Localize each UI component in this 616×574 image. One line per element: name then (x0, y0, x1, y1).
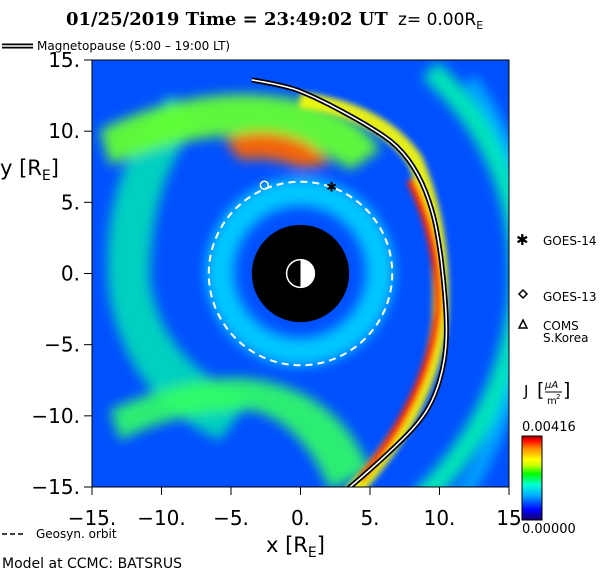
colorbar-min-label: 0.00000 (522, 522, 576, 537)
satellite-markers: ✱ (259, 180, 337, 196)
goes14-legend-label: GOES-14 (543, 234, 597, 248)
z-label-text: z= 0.00R (398, 10, 476, 30)
heatmap-band-dusk-outer (417, 61, 509, 487)
coms-legend-label-2: S.Korea (543, 331, 588, 345)
x-tick-label: 0. (291, 506, 310, 530)
colorbar: J [ μA m 2 ] 0.00416 0.00000 (521, 379, 576, 537)
geosyn-legend-label: Geosyn. orbit (36, 527, 117, 541)
z-label-sub: E (476, 19, 483, 32)
x-axis-label-close: ] (317, 533, 325, 557)
magnetopause-line-inner (251, 79, 448, 487)
coms-legend-label: COMS (543, 319, 579, 333)
diamond-icon (517, 288, 529, 300)
y-axis-label-close: ] (51, 156, 59, 180)
model-credit: Model at CCMC: BATSRUS (2, 556, 182, 572)
x-tick-label: 15 (496, 506, 521, 530)
satellite-legend: ✱ GOES-14 GOES-13 COMS S.Korea (516, 231, 597, 345)
heatmap-band-dusk-mid (460, 75, 509, 487)
magnetopause-line (251, 77, 449, 487)
x-ticks: −15. −10. −5. 0. 5. 10. 15 (68, 487, 522, 530)
heatmap-band-southern (110, 378, 370, 487)
earth-group (251, 224, 350, 323)
earth-dayside (300, 259, 315, 288)
y-tick-label: −10. (31, 404, 80, 428)
colorbar-unit-bracket-open: [ (537, 379, 544, 401)
plot-title: 01/25/2019 Time = 23:49:02 UT (66, 9, 388, 30)
magnetopause-legend-label: Magnetopause (5:00 – 19:00 LT) (37, 39, 230, 53)
z-label: z= 0.00RE (398, 10, 483, 32)
x-tick-label: −15. (68, 506, 117, 530)
colorbar-label: J (523, 382, 528, 400)
x-tick-label: −10. (137, 506, 186, 530)
heatmap-band-northern-hot (225, 132, 330, 168)
x-tick-label: 10. (424, 506, 456, 530)
goes13-marker (259, 180, 270, 191)
y-axis-label-text: y [R (0, 156, 42, 180)
y-axis-label-sub: E (42, 168, 51, 184)
y-tick-label: 0. (61, 262, 80, 286)
y-tick-label: −15. (31, 475, 80, 499)
colorbar-unit-exp: 2 (556, 393, 560, 401)
y-tick-label: 5. (61, 190, 80, 214)
y-tick-label: −5. (44, 333, 80, 357)
x-axis-label-sub: E (308, 545, 317, 561)
heatmap-inner-ring (206, 178, 394, 366)
goes13-legend-label: GOES-13 (543, 290, 597, 304)
heatmap-band-dawn-outer (107, 95, 250, 440)
y-ticks: 15. 10. 5. 0. −5. −10. −15. (31, 48, 92, 499)
colorbar-gradient (521, 435, 543, 521)
goes14-marker: ✱ (326, 181, 337, 196)
x-tick-label: 5. (360, 506, 379, 530)
heatmap-band-northern (100, 94, 380, 170)
colorbar-unit-bracket-close: ] (563, 379, 570, 401)
geosyn-orbit (207, 180, 394, 367)
triangle-icon (517, 318, 529, 329)
goes14-legend-icon: ✱ (516, 231, 529, 249)
colorbar-unit-den: m (547, 396, 557, 407)
x-axis-label: x [RE] (266, 533, 325, 561)
y-tick-label: 10. (48, 119, 80, 143)
magnetopause-legend: Magnetopause (5:00 – 19:00 LT) (2, 39, 230, 53)
geosyn-legend: Geosyn. orbit (2, 527, 117, 541)
heatmap-current-sheet-core (356, 178, 443, 483)
colorbar-max-label: 0.00416 (522, 420, 576, 435)
x-axis-label-text: x [R (266, 533, 308, 557)
colorbar-unit-num: μA (544, 380, 558, 391)
y-tick-label: 15. (48, 48, 80, 72)
x-tick-label: −5. (213, 506, 249, 530)
y-axis-label: y [RE] (0, 156, 59, 184)
